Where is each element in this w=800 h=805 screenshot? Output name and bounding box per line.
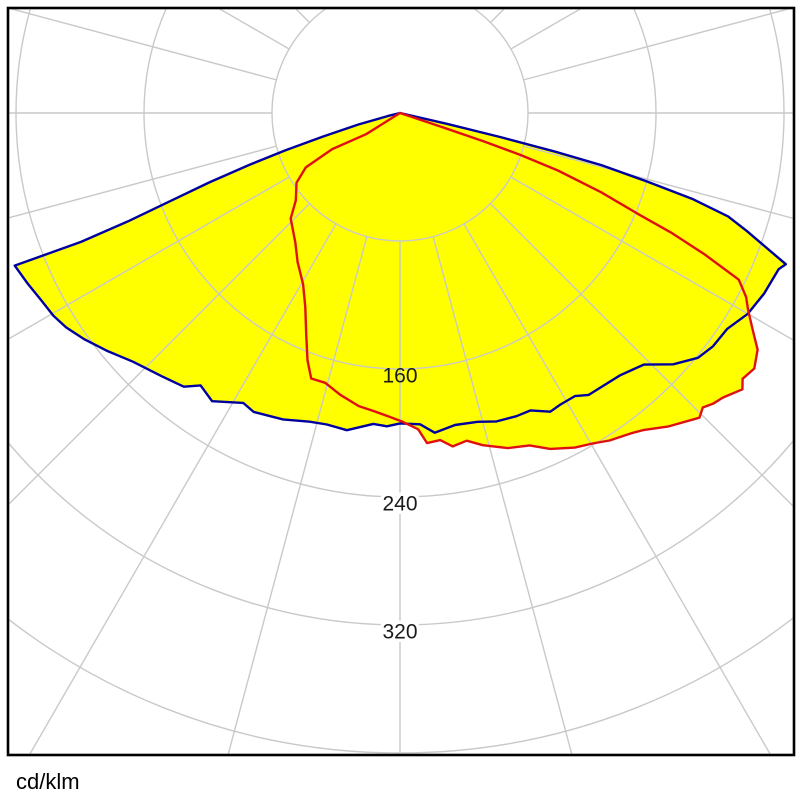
ring-tick-label-240: 240: [382, 493, 417, 516]
ring-tick-label-160: 160: [382, 365, 417, 388]
ring-tick-label-320: 320: [382, 621, 417, 644]
grid-radial-75: [523, 145, 793, 219]
beam-fill-c90-c270: [290, 113, 758, 449]
curve-c90-c270: [289, 111, 759, 451]
grid-radial--60: [9, 176, 290, 340]
chart-frame: [6, 6, 796, 757]
grid-radial--45: [9, 203, 310, 505]
ring-tick-labels: 160 240 320: [379, 365, 421, 648]
grid-radial-30: [463, 223, 771, 754]
grid-radial-105: [523, 9, 791, 81]
grid-radial--75: [9, 145, 277, 219]
grid-radial-60: [510, 176, 793, 341]
grid-radial--15: [227, 236, 368, 754]
grid-radial-15: [432, 236, 573, 754]
grid-radial--135: [295, 9, 310, 23]
grid-radial-45: [490, 203, 793, 507]
grid-radial--105: [9, 9, 277, 81]
curve-c0-c180: [13, 111, 787, 434]
unit-label: cd/klm: [16, 769, 80, 794]
intensity-curves: [13, 111, 787, 451]
grid-radial-135: [490, 9, 505, 23]
grid-radial--30: [29, 223, 337, 754]
